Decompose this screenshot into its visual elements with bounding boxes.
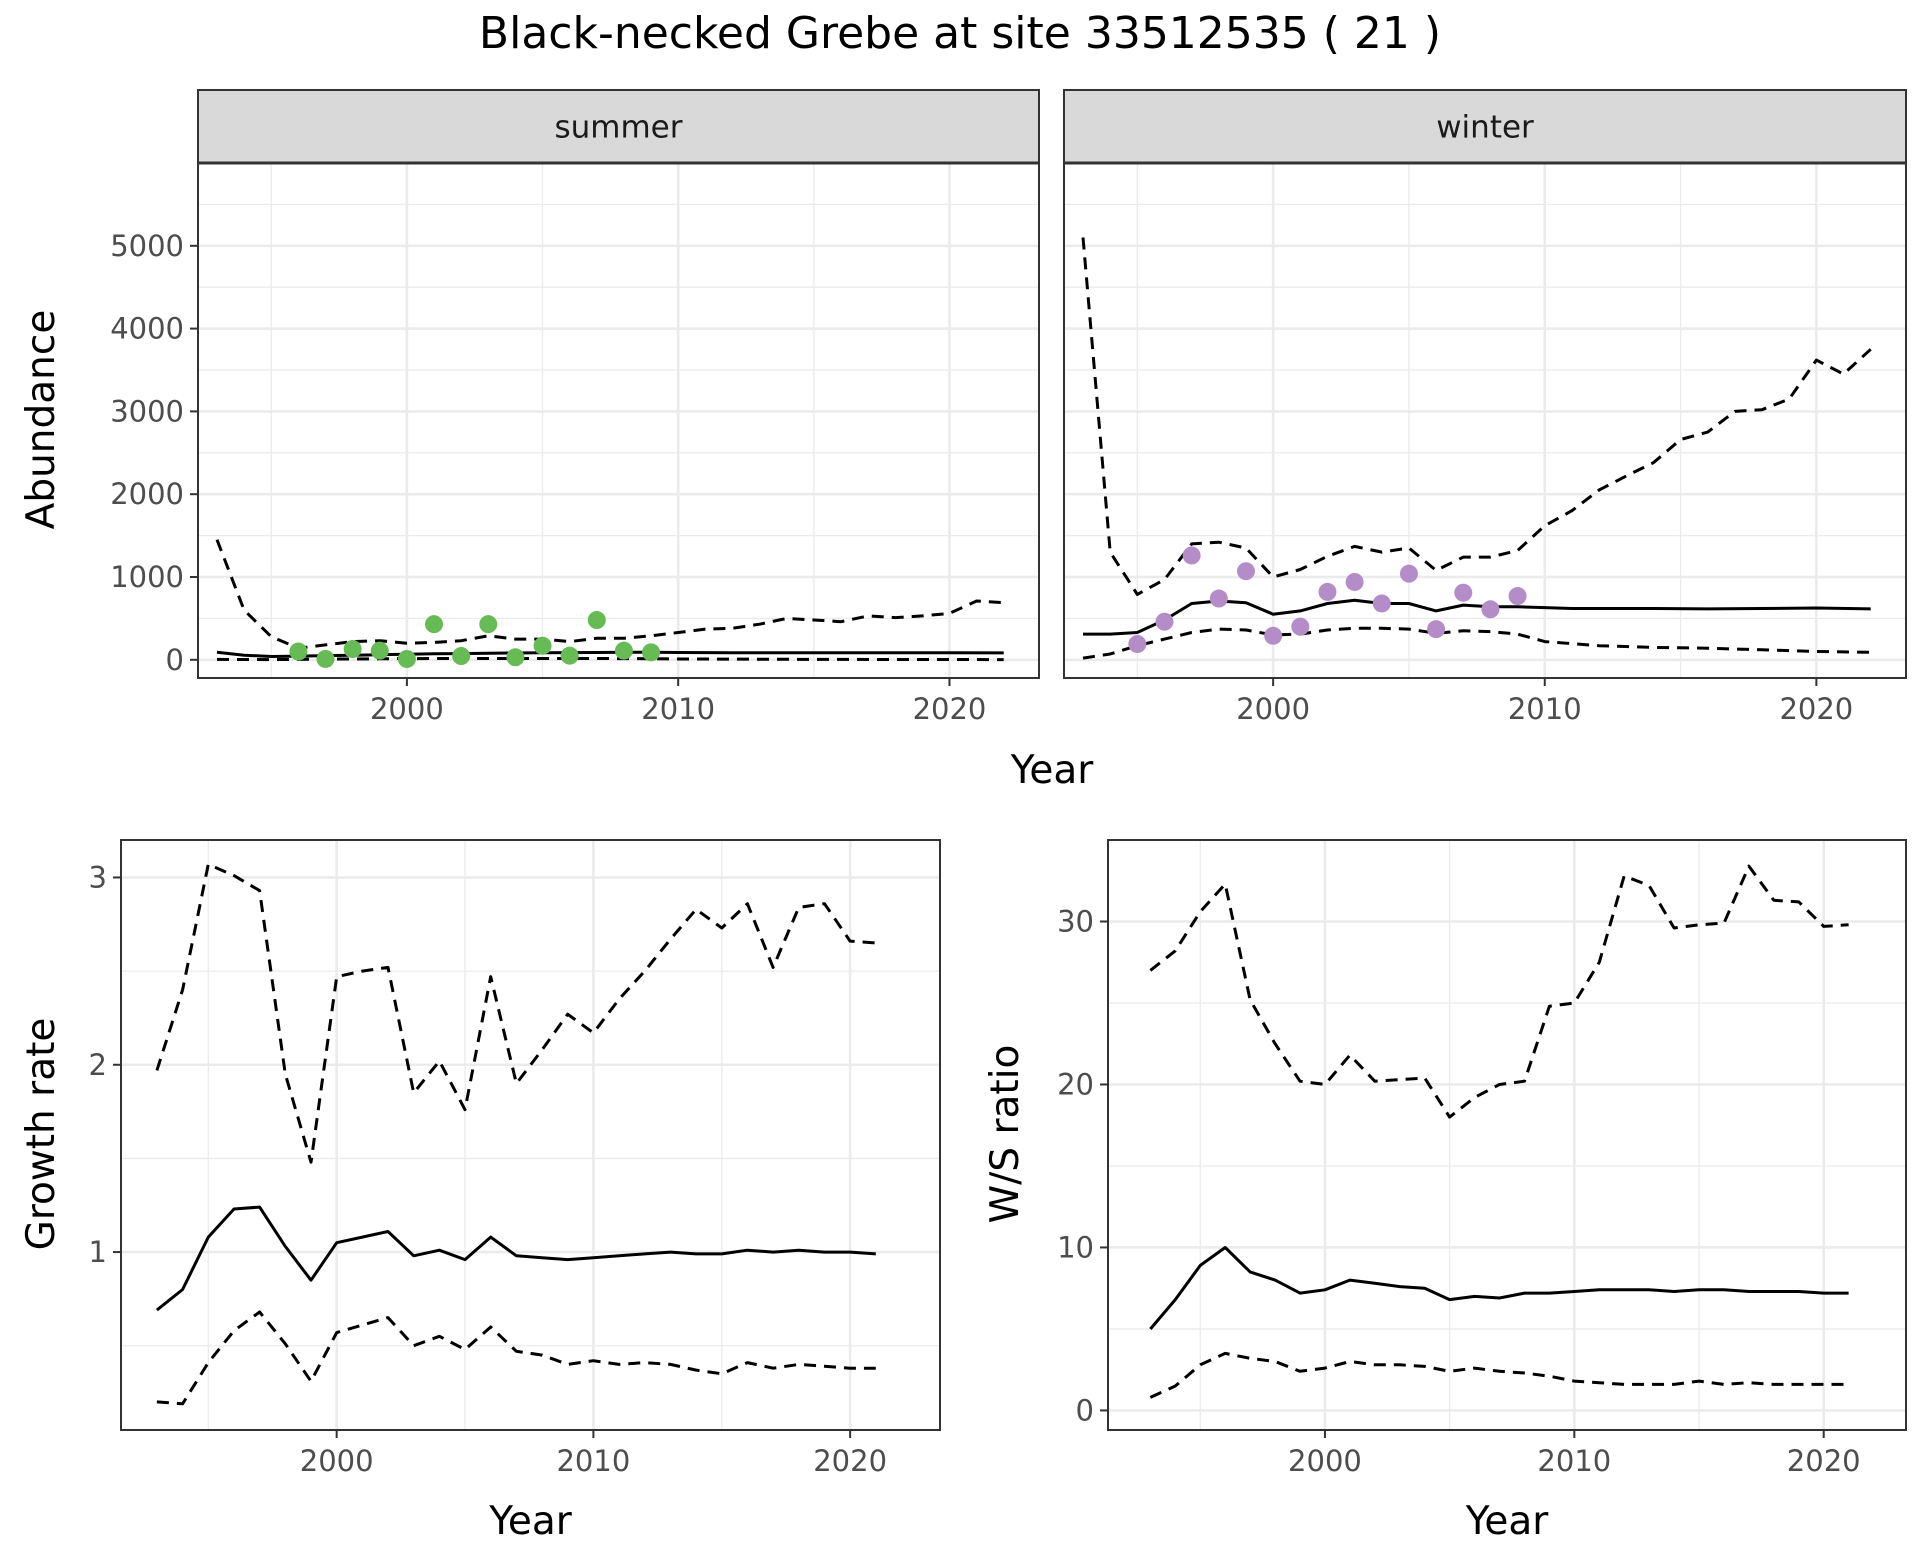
facet-label: winter [1436, 110, 1534, 146]
data-point [1209, 589, 1228, 608]
y-axis-title: Abundance [19, 310, 64, 530]
data-point [397, 649, 416, 668]
x-axis-title: Year [1465, 1499, 1550, 1544]
panel-2: winter 2000 2010 2020 [1063, 89, 1907, 726]
data-point [1427, 620, 1446, 639]
data-point [614, 641, 633, 660]
y-tick-label: 1 [89, 1235, 107, 1269]
data-point [1264, 626, 1283, 645]
panel-1: summer 2000 2010 2020 0 1000 2000 3000 4000 5000 A… [19, 89, 1040, 726]
x-tick-label: 2020 [1779, 692, 1853, 726]
data-point [1454, 583, 1473, 602]
data-point [343, 640, 362, 659]
upper-bound-line [1149, 864, 1849, 1119]
estimate-line [1083, 598, 1871, 636]
estimate-line [155, 1205, 876, 1312]
upper-bound-line [1081, 237, 1872, 596]
x-tick-label: 2000 [1288, 1444, 1362, 1478]
panel-background [1064, 163, 1906, 678]
y-tick-label: 3 [89, 860, 107, 894]
x-tick-label: 2010 [641, 692, 715, 726]
data-point [1236, 562, 1255, 581]
figure-title: Black-necked Grebe at site 33512535 ( 21… [479, 8, 1441, 59]
upper-bound-line [215, 539, 1004, 650]
y-tick-label: 20 [1057, 1067, 1094, 1101]
facet-strip [197, 89, 1040, 164]
panel-background [198, 163, 1039, 678]
data-point [1155, 612, 1174, 631]
y-tick-label: 3000 [110, 394, 184, 428]
y-axis-title: Growth rate [19, 1018, 64, 1251]
data-point [1508, 587, 1527, 606]
x-tick-label: 2010 [1537, 1444, 1611, 1478]
data-point [642, 643, 661, 662]
data-point [506, 648, 525, 667]
y-tick-label: 2 [89, 1048, 107, 1082]
y-tick-label: 0 [166, 643, 184, 677]
x-tick-label: 2020 [1787, 1444, 1861, 1478]
data-point [479, 615, 498, 634]
data-point [289, 642, 308, 661]
y-tick-label: 0 [1076, 1393, 1094, 1427]
y-tick-label: 1000 [110, 560, 184, 594]
y-axis-title: W/S ratio [983, 1045, 1028, 1224]
x-tick-label: 2020 [913, 692, 987, 726]
data-point [425, 615, 444, 634]
upper-bound-line [155, 862, 876, 1164]
data-point [1318, 582, 1337, 601]
lower-bound-line [1149, 1351, 1849, 1399]
x-tick-label: 2020 [813, 1444, 887, 1478]
x-tick-label: 2010 [556, 1444, 630, 1478]
data-point [370, 641, 389, 660]
data-point [560, 646, 579, 665]
panel-background [121, 840, 940, 1430]
data-point [316, 649, 335, 668]
y-tick-label: 2000 [110, 477, 184, 511]
facet-label: summer [554, 110, 682, 146]
data-point [1345, 572, 1364, 591]
panel-4: 2000 2010 2020 0 10 20 30 Year W/S ratio [983, 839, 1907, 1544]
x-axis-title: Year [488, 1499, 573, 1544]
panel-border [120, 839, 941, 1431]
y-tick-label: 5000 [110, 229, 184, 263]
x-tick-label: 2010 [1508, 692, 1582, 726]
y-tick-label: 30 [1057, 904, 1094, 938]
x-tick-label: 2000 [300, 1444, 374, 1478]
data-point [1182, 546, 1201, 565]
x-tick-label: 2000 [1236, 692, 1310, 726]
panel-border [1107, 839, 1907, 1431]
y-tick-label: 10 [1057, 1230, 1094, 1264]
data-point [533, 636, 552, 655]
panel-3: 2000 2010 2020 1 2 3 Year Growth rate [19, 839, 941, 1544]
estimate-line [1149, 1246, 1849, 1330]
data-point [1481, 600, 1500, 619]
data-point [1399, 564, 1418, 583]
lower-bound-line [156, 1310, 876, 1406]
data-point [1291, 617, 1310, 636]
panel-background [1108, 840, 1906, 1430]
data-point [1128, 635, 1147, 654]
x-axis-title-facets: Year [1010, 748, 1095, 793]
x-tick-label: 2000 [370, 692, 444, 726]
data-point [1372, 594, 1391, 613]
data-point [452, 647, 471, 666]
data-point [587, 611, 606, 630]
lower-bound-line [1082, 626, 1871, 660]
y-tick-label: 4000 [110, 312, 184, 346]
facet-strip [1063, 89, 1907, 164]
